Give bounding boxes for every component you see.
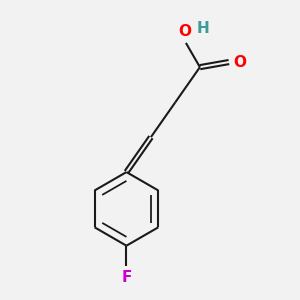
- Text: O: O: [178, 23, 191, 38]
- Text: O: O: [233, 55, 246, 70]
- Text: F: F: [121, 270, 132, 285]
- Text: H: H: [196, 22, 209, 37]
